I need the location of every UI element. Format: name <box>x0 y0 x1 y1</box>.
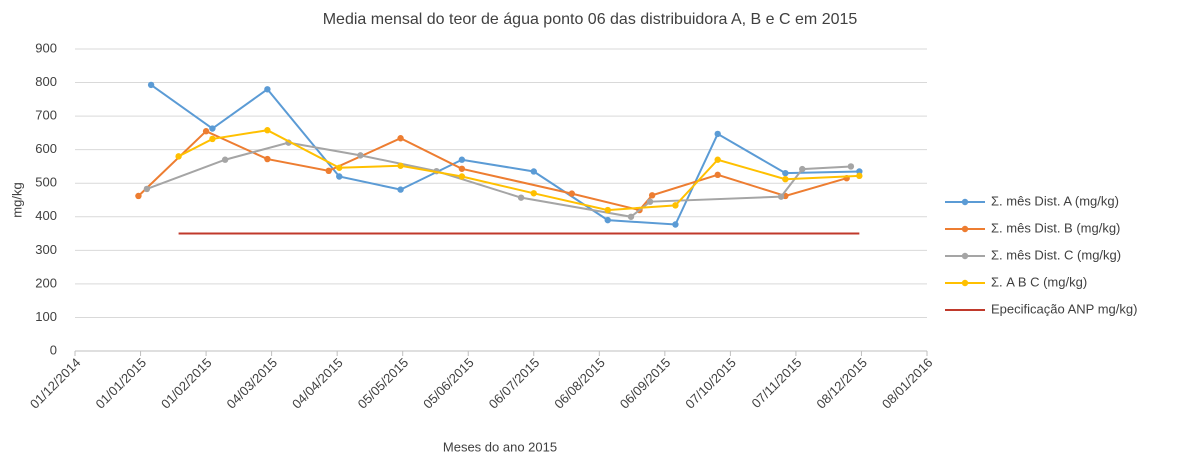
y-tick-label: 300 <box>35 242 57 257</box>
point <box>799 165 806 173</box>
y-tick-label: 500 <box>35 175 57 190</box>
legend-marker <box>961 279 969 287</box>
point <box>264 155 271 163</box>
x-tick-label: 08/01/2016 <box>879 355 936 412</box>
point <box>458 173 466 180</box>
point <box>202 128 210 135</box>
legend-label: Σ. mês Dist. C (mg/kg) <box>991 247 1121 262</box>
point <box>714 171 721 179</box>
point <box>147 81 155 89</box>
point <box>847 163 855 170</box>
y-tick-label: 600 <box>35 141 57 156</box>
x-tick-label: 04/04/2015 <box>289 355 346 412</box>
x-tick-label: 04/03/2015 <box>224 355 281 412</box>
legend-label: Σ. A B C (mg/kg) <box>991 274 1087 289</box>
point <box>856 172 863 180</box>
y-tick-label: 0 <box>50 342 57 357</box>
x-tick-label: 05/06/2015 <box>420 355 477 412</box>
series-line <box>150 84 860 226</box>
x-tick-label: 01/02/2015 <box>158 355 215 412</box>
legend-label: Σ. mês Dist. A (mg/kg) <box>991 193 1119 208</box>
y-tick-label: 100 <box>35 309 57 324</box>
point <box>143 185 151 193</box>
point <box>221 156 229 163</box>
x-tick-label: 07/10/2015 <box>682 355 739 412</box>
point <box>357 152 364 159</box>
point <box>135 192 142 200</box>
point <box>782 169 789 177</box>
point <box>397 186 404 193</box>
legend-marker <box>961 252 969 260</box>
point <box>530 168 537 175</box>
point <box>568 190 576 197</box>
point <box>209 135 216 143</box>
x-tick-label: 01/12/2014 <box>27 355 84 412</box>
x-tick-label: 08/12/2015 <box>813 355 870 412</box>
point <box>672 221 679 228</box>
point <box>777 193 785 200</box>
x-tick-label: 01/01/2015 <box>92 355 149 412</box>
point <box>530 190 537 197</box>
point <box>175 153 182 160</box>
point <box>782 175 789 183</box>
point <box>397 135 404 142</box>
y-tick-label: 900 <box>35 40 57 55</box>
series-line <box>137 130 847 212</box>
legend-label: Σ. mês Dist. B (mg/kg) <box>991 220 1120 235</box>
x-tick-label: 05/05/2015 <box>355 355 412 412</box>
legend-label: Epecificação ANP mg/kg) <box>991 301 1137 316</box>
point <box>627 213 635 220</box>
legend-marker <box>961 198 969 206</box>
point <box>604 216 611 224</box>
point <box>714 130 721 138</box>
point <box>646 198 654 205</box>
series-line <box>146 141 851 218</box>
legend-marker <box>961 225 969 233</box>
x-tick-label: 06/07/2015 <box>486 355 543 412</box>
x-tick-label: 06/09/2015 <box>617 355 674 412</box>
chart-title: Media mensal do teor de água ponto 06 da… <box>323 11 858 28</box>
point <box>648 192 656 199</box>
series-line <box>178 129 860 212</box>
point <box>209 125 216 132</box>
point <box>714 156 721 163</box>
point <box>672 202 679 209</box>
point <box>264 86 271 93</box>
y-tick-label: 700 <box>35 108 57 123</box>
y-axis-label: mg/kg <box>9 182 24 217</box>
point <box>458 156 466 163</box>
point <box>264 127 271 134</box>
point <box>336 173 343 180</box>
point <box>397 162 404 169</box>
y-tick-label: 400 <box>35 208 57 223</box>
point <box>325 167 332 175</box>
point <box>336 164 343 171</box>
x-tick-label: 06/08/2015 <box>551 355 608 412</box>
y-tick-label: 800 <box>35 74 57 89</box>
point <box>458 165 466 172</box>
point <box>604 206 611 214</box>
x-tick-label: 07/11/2015 <box>749 355 805 411</box>
y-tick-label: 200 <box>35 275 57 290</box>
point <box>517 194 525 201</box>
x-axis-label: Meses do ano 2015 <box>443 439 557 454</box>
